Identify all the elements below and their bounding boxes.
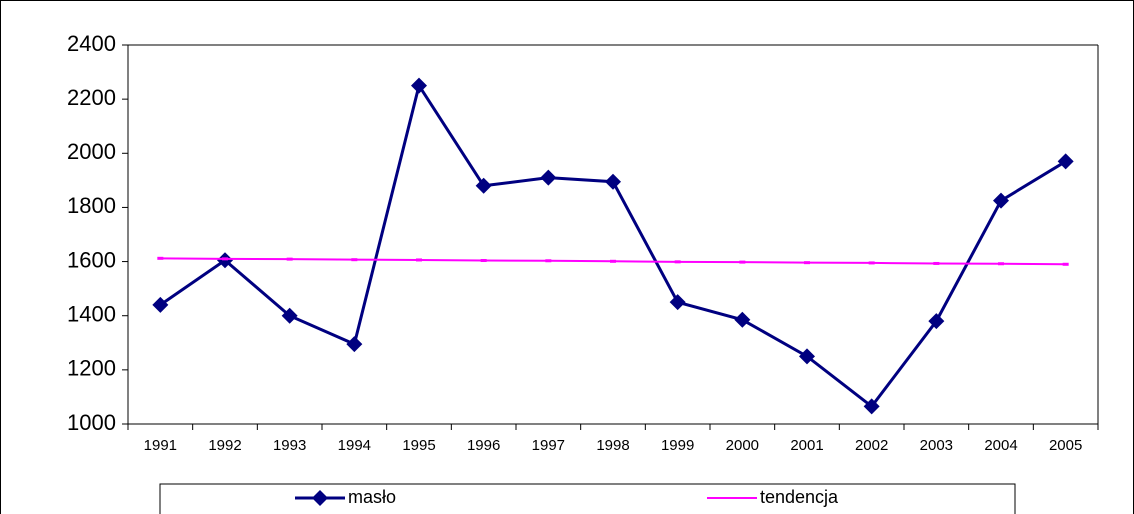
- x-tick-label: 2003: [920, 437, 953, 454]
- x-tick-label: 1996: [467, 437, 500, 454]
- y-tick-label: 2400: [67, 31, 116, 56]
- point: [734, 311, 751, 328]
- x-tick-label: 2004: [984, 437, 1017, 454]
- legend-box: [159, 483, 1016, 514]
- legend-entry: masło: [295, 487, 396, 507]
- point: [346, 336, 363, 353]
- series-line: [159, 81, 1067, 409]
- point: [540, 169, 557, 186]
- point: [152, 296, 169, 313]
- x-tick-label: 1995: [402, 437, 435, 454]
- series-points: [152, 77, 1074, 415]
- x-tick-label: 1993: [273, 437, 306, 454]
- x-tick-label: 1992: [208, 437, 241, 454]
- legend-entry: tendencja: [707, 487, 839, 507]
- x-tick-label: 2001: [790, 437, 823, 454]
- point: [669, 294, 686, 311]
- y-tick-label: 2200: [67, 85, 116, 110]
- point: [799, 348, 815, 365]
- x-tick-label: 1997: [532, 437, 565, 454]
- legend-label: tendencja: [760, 487, 839, 507]
- point: [863, 398, 880, 415]
- y-tick-label: 1200: [67, 356, 116, 381]
- x-tick-label: 2002: [855, 437, 888, 454]
- y-tick-label: 1000: [67, 410, 116, 435]
- x-tick-label: 1994: [338, 437, 371, 454]
- point: [1057, 153, 1074, 170]
- point: [993, 192, 1009, 209]
- x-tick-label: 1998: [596, 437, 629, 454]
- y-tick-label: 1600: [67, 247, 116, 272]
- legend-label: masło: [348, 487, 396, 507]
- x-tick-label: 2000: [726, 437, 759, 454]
- point: [411, 77, 427, 94]
- x-tick-label: 1991: [144, 437, 177, 454]
- point: [605, 173, 621, 190]
- point: [928, 313, 945, 330]
- y-tick-label: 1800: [67, 193, 116, 218]
- x-tick-label: 2005: [1049, 437, 1082, 454]
- point: [475, 177, 492, 194]
- x-tick-label: 1999: [661, 437, 694, 454]
- series-points: [157, 256, 1069, 266]
- y-tick-label: 1400: [67, 302, 116, 327]
- legend-marker: [312, 490, 328, 506]
- y-tick-label: 2000: [67, 139, 116, 164]
- point: [281, 307, 298, 324]
